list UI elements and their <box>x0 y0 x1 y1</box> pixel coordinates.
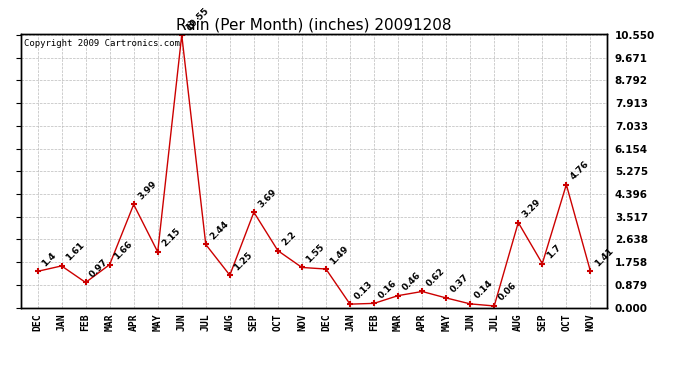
Text: 1.55: 1.55 <box>304 242 326 264</box>
Text: 1.61: 1.61 <box>64 241 86 263</box>
Text: 1.7: 1.7 <box>544 243 562 261</box>
Text: 3.99: 3.99 <box>136 179 158 201</box>
Text: 2.44: 2.44 <box>208 219 230 242</box>
Text: 10.55: 10.55 <box>184 6 210 32</box>
Text: 1.66: 1.66 <box>112 240 134 261</box>
Text: 0.13: 0.13 <box>353 279 375 301</box>
Text: 0.62: 0.62 <box>424 267 446 288</box>
Text: 4.76: 4.76 <box>569 159 591 182</box>
Text: 2.2: 2.2 <box>280 230 298 248</box>
Text: 0.97: 0.97 <box>88 257 110 279</box>
Text: 0.37: 0.37 <box>448 273 471 295</box>
Text: 1.41: 1.41 <box>593 246 615 268</box>
Text: 1.49: 1.49 <box>328 244 351 266</box>
Text: 3.69: 3.69 <box>256 187 278 209</box>
Text: 3.29: 3.29 <box>521 197 543 219</box>
Text: 1.4: 1.4 <box>40 251 57 268</box>
Text: 0.16: 0.16 <box>377 278 398 300</box>
Text: Copyright 2009 Cartronics.com: Copyright 2009 Cartronics.com <box>23 39 179 48</box>
Text: 1.25: 1.25 <box>233 250 254 272</box>
Title: Rain (Per Month) (inches) 20091208: Rain (Per Month) (inches) 20091208 <box>176 18 452 33</box>
Text: 0.46: 0.46 <box>400 270 422 292</box>
Text: 0.06: 0.06 <box>497 281 518 303</box>
Text: 2.15: 2.15 <box>160 227 182 249</box>
Text: 0.14: 0.14 <box>473 279 495 301</box>
